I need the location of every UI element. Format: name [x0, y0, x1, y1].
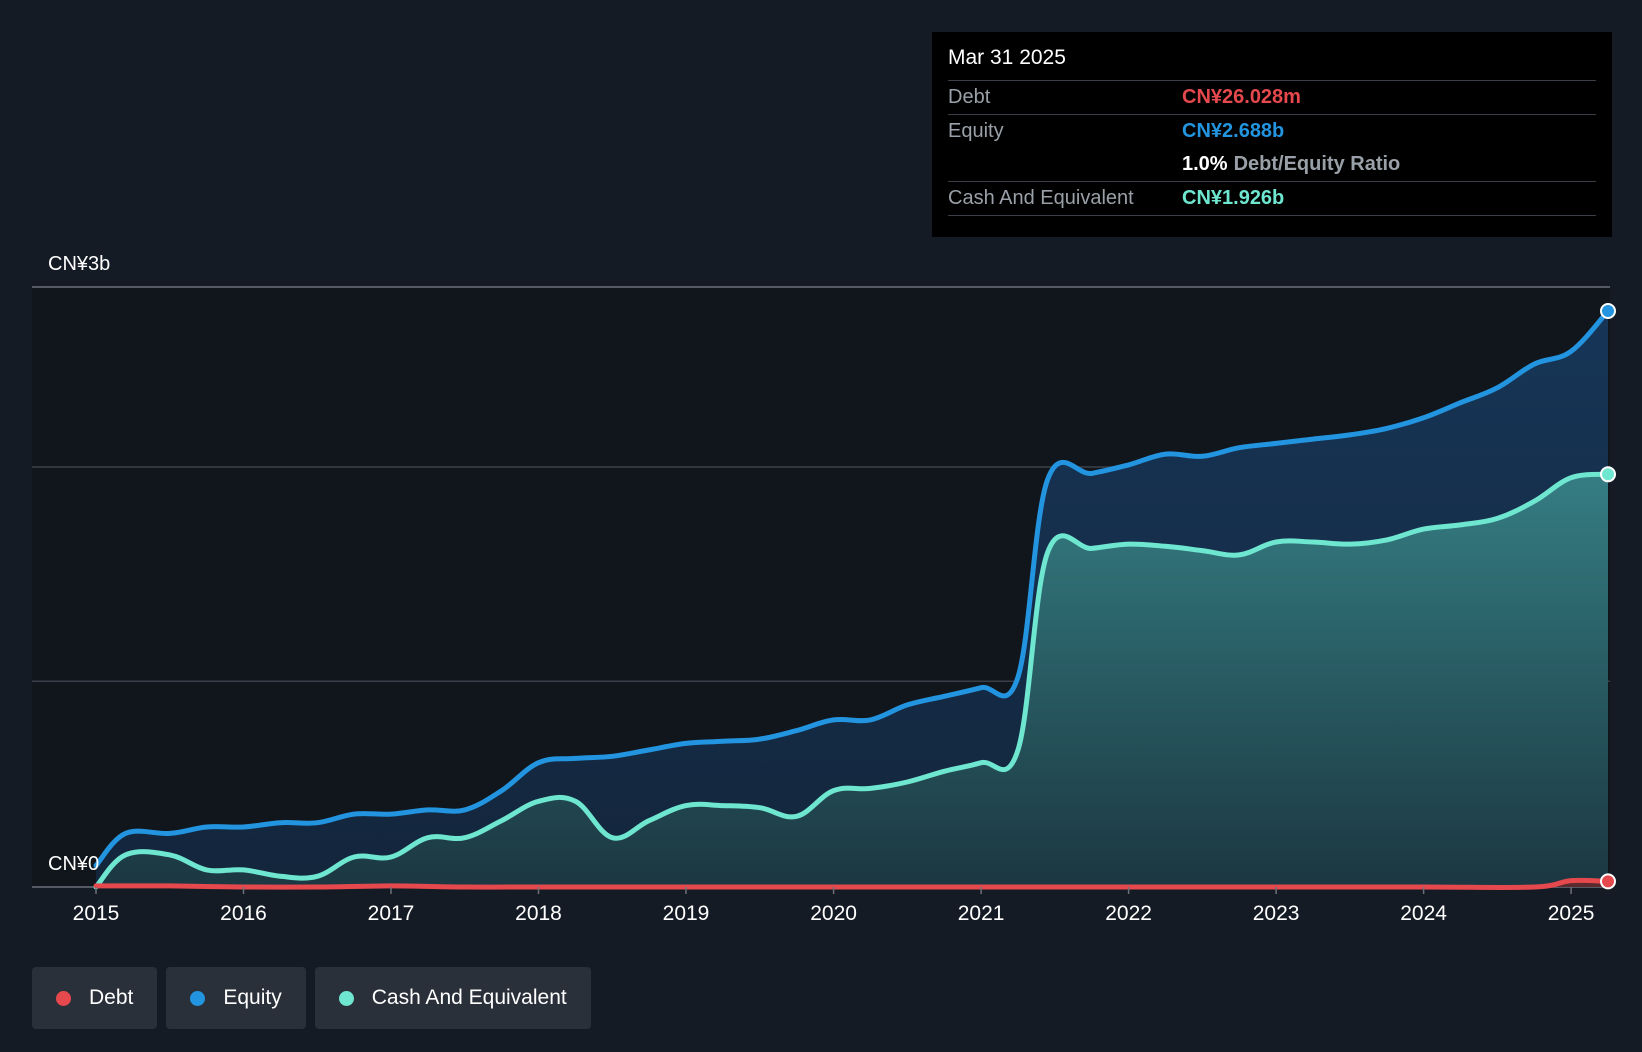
x-tick-label-2025: 2025 — [1548, 902, 1595, 925]
cash-and-equivalent-area — [96, 474, 1608, 887]
axis-layer: 2015 2016 2017 2018 2019 2020 2021 2022 2023 2024… — [48, 253, 1594, 925]
legend-dot-debt — [56, 990, 71, 1006]
x-tick-label-2017: 2017 — [368, 902, 415, 925]
legend-dot-equity — [190, 990, 206, 1006]
tooltip-cash-label: Cash And Equivalent — [948, 187, 1134, 209]
legend-item-equity[interactable]: Equity — [166, 967, 306, 1029]
tooltip-cash-row: Cash And Equivalent CN¥1.926b — [948, 182, 1596, 216]
x-tick-label-2022: 2022 — [1105, 902, 1152, 925]
cash-and-equivalent-line — [93, 471, 1611, 890]
line-layer — [93, 308, 1611, 891]
legend-label-debt: Debt — [89, 986, 134, 1009]
legend-item-cash[interactable]: Cash And Equivalent — [314, 967, 591, 1029]
legend-label-equity: Equity — [223, 986, 282, 1009]
x-tick-label-2019: 2019 — [663, 902, 710, 925]
legend-dot-cash — [338, 990, 354, 1006]
x-tick-label-2015: 2015 — [73, 902, 120, 925]
tooltip-ratio-row: 1.0% Debt/Equity Ratio — [948, 148, 1596, 182]
legend-label-cash: Cash And Equivalent — [371, 986, 567, 1009]
debt-end-marker — [1600, 873, 1616, 890]
tooltip-date: Mar 31 2025 — [948, 44, 1596, 81]
marker-layer — [1600, 303, 1616, 890]
tooltip-debt-value: CN¥26.028m — [1182, 86, 1301, 108]
debt-line — [93, 877, 1611, 891]
y-tick-label-0: CN¥0 — [48, 853, 99, 875]
x-tick-label-2021: 2021 — [958, 902, 1005, 925]
area-layer — [96, 311, 1608, 888]
y-tick-label-1: CN¥3b — [48, 253, 110, 275]
tooltip-equity-value: CN¥2.688b — [1182, 120, 1285, 142]
equity-line — [93, 308, 1611, 869]
tooltip-ratio-label: Debt/Equity Ratio — [1233, 153, 1401, 175]
tooltip-ratio-value: 1.0% — [1182, 153, 1228, 175]
x-tick-label-2023: 2023 — [1253, 902, 1300, 925]
tooltip-debt-label: Debt — [948, 86, 991, 108]
tooltip-cash-value: CN¥1.926b — [1182, 187, 1285, 209]
x-tick-label-2024: 2024 — [1400, 902, 1447, 925]
legend-item-debt[interactable]: Debt — [32, 967, 158, 1029]
x-tick-label-2016: 2016 — [220, 902, 267, 925]
x-tick-label-2020: 2020 — [810, 902, 857, 925]
equity-end-marker — [1600, 303, 1616, 319]
tooltip-panel: Mar 31 2025 Debt CN¥26.028m Equity CN¥2.… — [932, 32, 1612, 237]
tooltip-ratio-spacer — [948, 148, 1182, 181]
tooltip-equity-label: Equity — [948, 120, 1004, 142]
tooltip-debt-row: Debt CN¥26.028m — [948, 81, 1596, 115]
x-tick-label-2018: 2018 — [515, 902, 562, 925]
chart-legend: Debt Equity Cash And Equivalent — [32, 967, 591, 1029]
tooltip-equity-row: Equity CN¥2.688b — [948, 115, 1596, 148]
cash-and-equivalent-end-marker — [1600, 466, 1616, 483]
